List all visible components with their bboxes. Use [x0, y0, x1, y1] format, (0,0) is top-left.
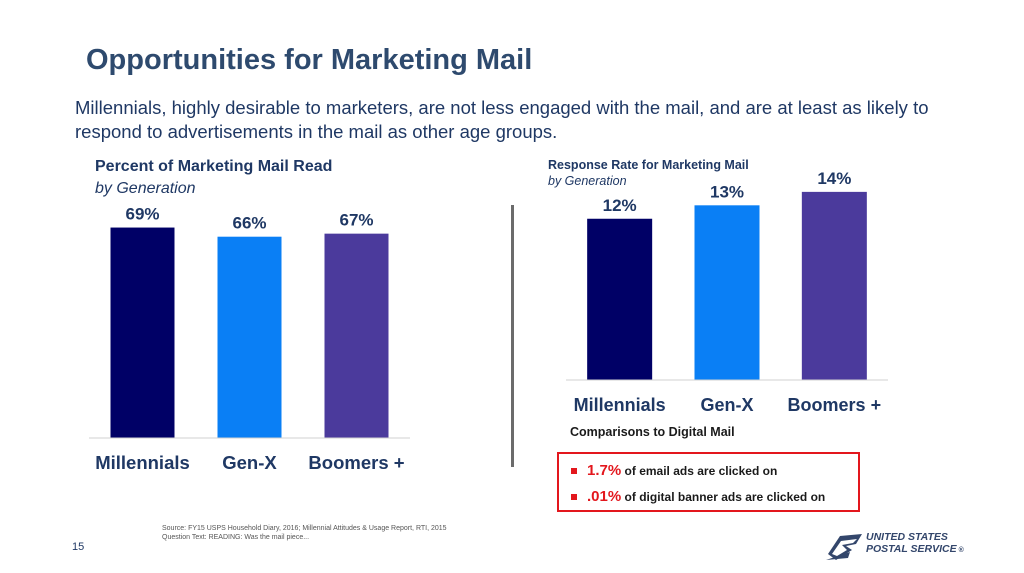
bar-2: [324, 233, 389, 438]
chart2-title: Response Rate for Marketing Mail: [548, 158, 749, 172]
category-label-1: Gen-X: [222, 452, 277, 473]
question-line: Question Text: READING: Was the mail pie…: [162, 534, 310, 541]
bar-1: [694, 205, 760, 380]
comparisons-box: 1.7% of email ads are clicked on .01% of…: [557, 452, 860, 512]
registered-mark: ®: [958, 547, 964, 554]
eagle-icon: [826, 534, 862, 560]
category-label-1: Gen-X: [700, 395, 753, 415]
page-title: Opportunities for Marketing Mail: [86, 44, 533, 76]
category-label-2: Boomers +: [788, 395, 882, 415]
data-label-1: 13%: [710, 182, 744, 201]
logo-text: UNITED STATES POSTAL SERVICE ®: [866, 531, 964, 557]
comparison-value: 1.7%: [587, 462, 622, 479]
data-label-0: 69%: [125, 205, 159, 224]
comparison-text: of digital banner ads are clicked on: [621, 490, 826, 504]
bullet-icon: [571, 493, 577, 500]
comparison-item: 1.7% of email ads are clicked on: [571, 462, 777, 479]
chart2-subtitle: by Generation: [548, 174, 627, 188]
logo-line1: UNITED STATES: [866, 531, 948, 543]
logo-line2-text: POSTAL SERVICE: [866, 543, 957, 555]
chart1-subtitle: by Generation: [95, 180, 196, 197]
data-label-1: 66%: [232, 214, 266, 233]
chart-divider: [511, 205, 514, 467]
data-label-2: 67%: [339, 211, 373, 230]
category-label-2: Boomers +: [308, 452, 404, 473]
comparisons-title: Comparisons to Digital Mail: [570, 425, 735, 439]
data-label-2: 14%: [817, 169, 851, 188]
bar-1: [217, 236, 282, 438]
category-label-0: Millennials: [95, 452, 190, 473]
comparison-value: .01%: [587, 488, 622, 505]
data-label-0: 12%: [603, 196, 637, 215]
bullet-icon: [571, 467, 577, 474]
page-subtitle: Millennials, highly desirable to markete…: [75, 97, 929, 142]
comparison-item: .01% of digital banner ads are clicked o…: [571, 488, 825, 505]
bar-0: [587, 218, 653, 380]
source-note: Source: FY15 USPS Household Diary, 2016;…: [162, 524, 447, 542]
category-label-0: Millennials: [574, 395, 666, 415]
logo-line2: POSTAL SERVICE ®: [866, 543, 964, 557]
source-line: Source: FY15 USPS Household Diary, 2016;…: [162, 525, 447, 532]
usps-logo: UNITED STATES POSTAL SERVICE ®: [826, 528, 964, 564]
chart1-title: Percent of Marketing Mail Read: [95, 158, 333, 175]
bar-2: [801, 191, 867, 380]
bar-0: [110, 227, 175, 438]
page-number: 15: [72, 541, 85, 553]
comparison-text: of email ads are clicked on: [621, 464, 778, 478]
